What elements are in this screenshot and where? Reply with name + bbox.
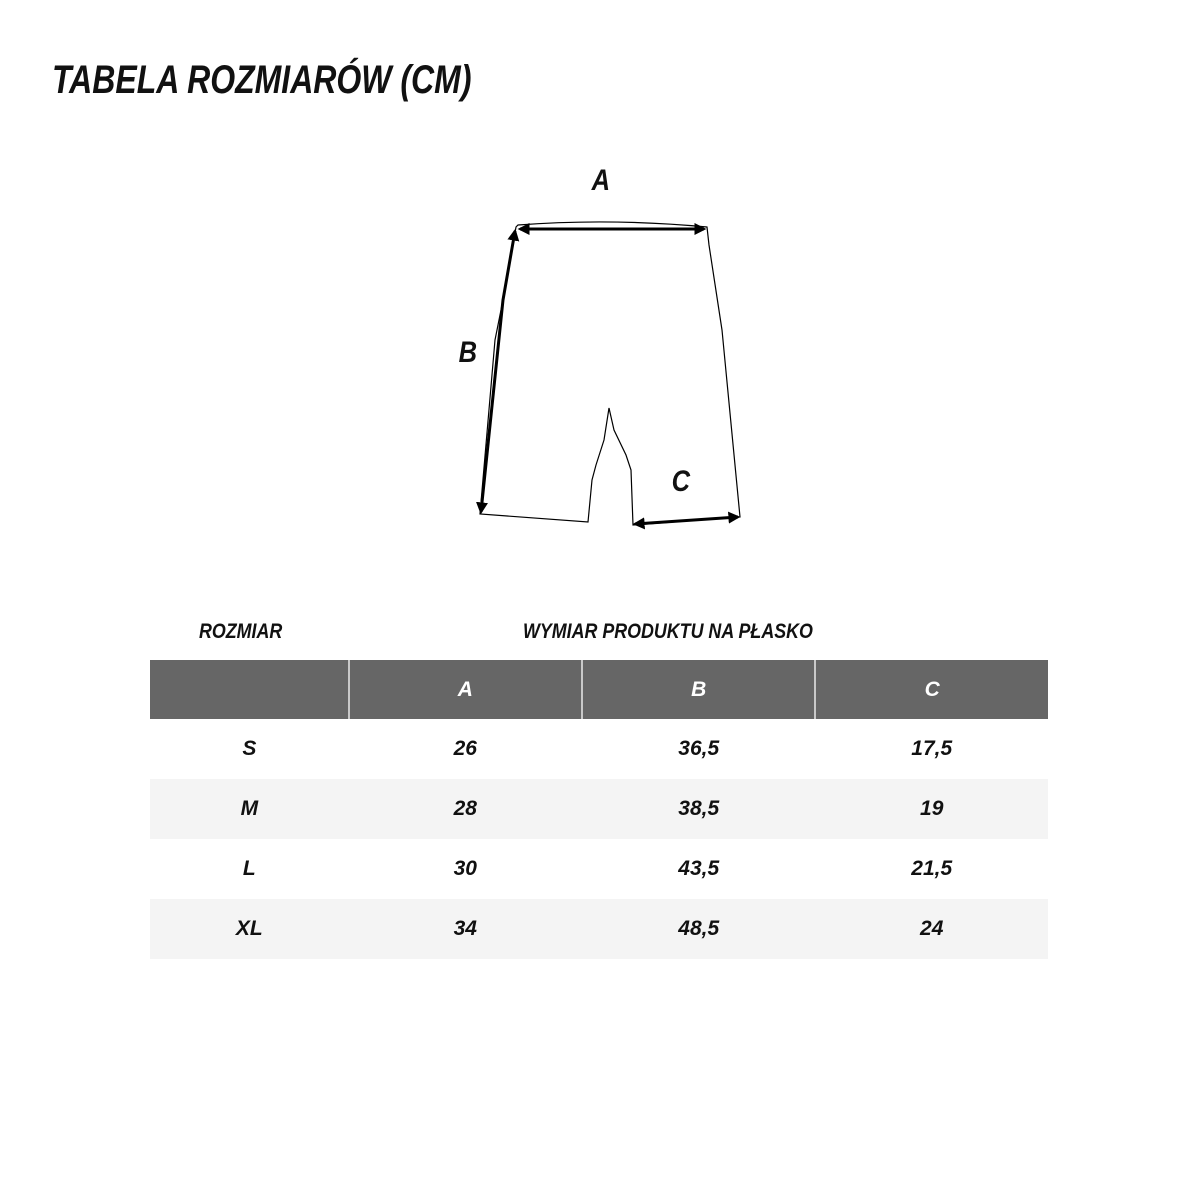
header-cell: B bbox=[580, 660, 816, 719]
label-b: B bbox=[458, 336, 478, 369]
table-row: S 26 36,5 17,5 bbox=[150, 719, 1048, 779]
value-cell: 17,5 bbox=[911, 737, 953, 760]
header-cell bbox=[150, 660, 349, 719]
size-heading: ROZMIAR bbox=[199, 620, 283, 643]
value-cell: 24 bbox=[815, 899, 1048, 959]
label-c: C bbox=[671, 465, 691, 498]
page-title: TABELA ROZMIARÓW (CM) bbox=[52, 58, 472, 102]
value-cell: 30 bbox=[453, 857, 477, 880]
value-cell: 28 bbox=[348, 779, 582, 839]
value-cell: 26 bbox=[453, 737, 477, 760]
header-cell: C bbox=[814, 660, 1048, 719]
size-cell: M bbox=[150, 779, 349, 839]
size-cell: L bbox=[242, 857, 256, 880]
value-cell: 21,5 bbox=[911, 857, 953, 880]
label-a: A bbox=[591, 164, 611, 197]
table-row: M 28 38,5 19 bbox=[150, 779, 1048, 839]
header-cell: A bbox=[347, 660, 582, 719]
measure-heading: WYMIAR PRODUKTU NA PŁASKO bbox=[523, 620, 813, 643]
value-cell: 38,5 bbox=[581, 779, 816, 839]
value-cell: 19 bbox=[815, 779, 1048, 839]
value-cell: 48,5 bbox=[581, 899, 816, 959]
shorts-diagram bbox=[476, 221, 741, 530]
value-cell: 34 bbox=[348, 899, 582, 959]
table-row: XL 34 48,5 24 bbox=[150, 899, 1048, 959]
shorts-outline bbox=[479, 221, 741, 526]
table-row: L 30 43,5 21,5 bbox=[150, 839, 1048, 899]
dimension-c-arrow bbox=[632, 511, 741, 530]
size-cell: S bbox=[242, 737, 257, 760]
size-table: A B C S 26 36,5 17,5 M 28 38,5 19 L 30 4… bbox=[150, 660, 1048, 959]
value-cell: 43,5 bbox=[678, 857, 720, 880]
value-cell: 36,5 bbox=[678, 737, 720, 760]
table-header-row: A B C bbox=[150, 660, 1048, 719]
dimension-b-arrow bbox=[476, 228, 520, 515]
size-cell: XL bbox=[150, 899, 349, 959]
